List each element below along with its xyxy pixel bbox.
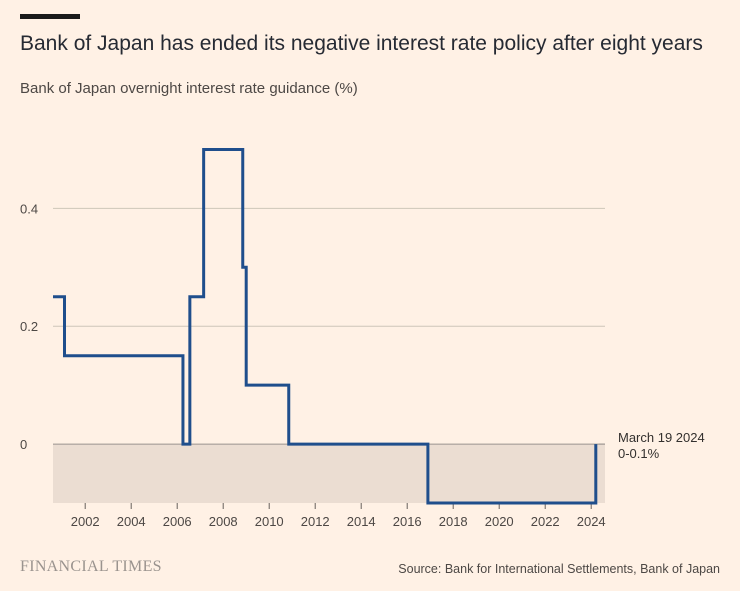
chart-subtitle: Bank of Japan overnight interest rate gu… — [20, 80, 358, 97]
chart-title: Bank of Japan has ended its negative int… — [20, 32, 703, 55]
source-note: Source: Bank for International Settlemen… — [398, 562, 720, 576]
x-tick-label: 2010 — [255, 514, 284, 529]
y-tick-label: 0 — [20, 437, 27, 452]
x-tick-label: 2022 — [531, 514, 560, 529]
x-tick-label: 2024 — [577, 514, 606, 529]
x-tick-label: 2002 — [71, 514, 100, 529]
x-tick-label: 2008 — [209, 514, 238, 529]
rate-series-line — [53, 147, 598, 505]
annotation-value: 0-0.1% — [618, 446, 660, 461]
negative-rate-band-layer — [53, 444, 605, 503]
series-layer — [53, 147, 598, 505]
x-axis-tick-labels: 2002 2004 2006 2008 2010 2012 2014 2016 2018 2020… — [71, 503, 606, 529]
y-tick-label: 0.2 — [20, 319, 38, 334]
x-tick-label: 2006 — [163, 514, 192, 529]
x-tick-label: 2004 — [117, 514, 146, 529]
brand-bar — [20, 14, 80, 19]
gridlines — [53, 207, 605, 445]
annotation-date: March 19 2024 — [618, 430, 705, 445]
y-tick-label: 0.4 — [20, 201, 38, 216]
x-tick-label: 2020 — [485, 514, 514, 529]
x-tick-label: 2014 — [347, 514, 376, 529]
x-tick-label: 2016 — [393, 514, 422, 529]
y-axis-tick-labels: 0 0.2 0.4 — [20, 201, 38, 452]
ft-logo: FINANCIAL TIMES — [20, 558, 162, 575]
x-tick-label: 2012 — [301, 514, 330, 529]
x-tick-label: 2018 — [439, 514, 468, 529]
negative-rate-band — [53, 444, 605, 503]
